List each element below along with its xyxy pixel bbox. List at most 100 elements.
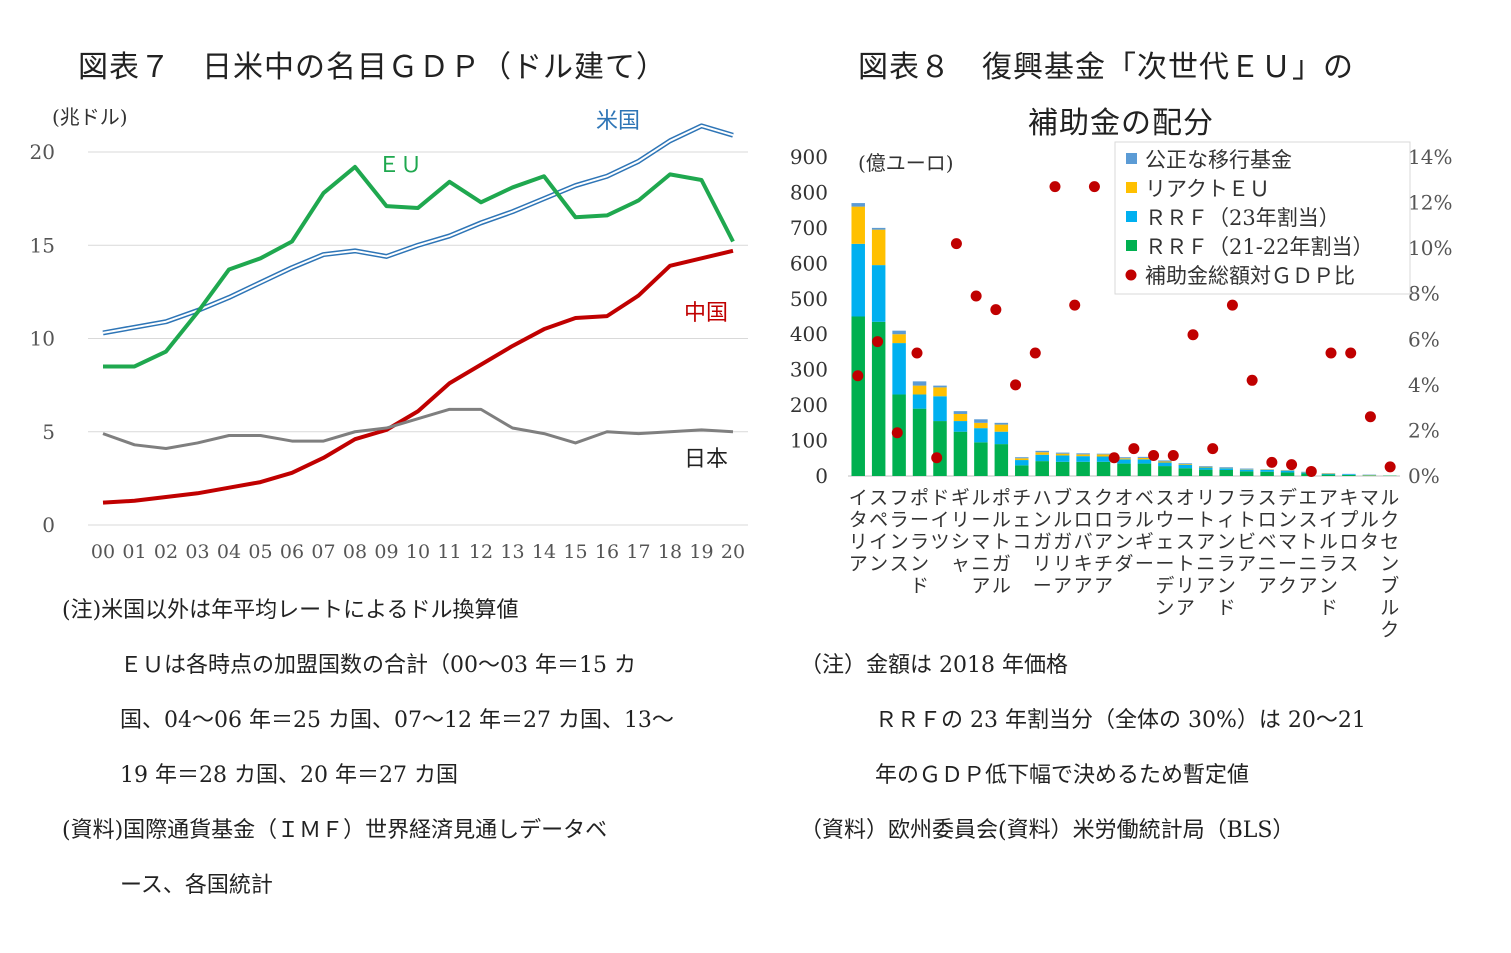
gdp-ratio-dot [872,336,884,348]
bar-segment-rrf2122 [871,321,886,476]
x-tick-label-char: マ [1360,487,1379,509]
x-tick-label-char: ガ [1033,531,1052,553]
x-tick-label-char: ー [971,509,990,531]
x-tick-label-char: ベ [1258,531,1277,553]
bar-segment-react [974,422,988,429]
bar-segment-rrf2122 [1076,461,1090,476]
y2-tick-label: 8% [1408,282,1440,306]
gdp-ratio-dot [970,290,982,302]
bar-segment-rrf2122 [994,444,1009,476]
bar-segment-rrf2122 [1137,463,1152,476]
bar-segment-jtf [912,381,927,386]
x-tick-label-char: ス [1298,509,1317,531]
x-tick-label-char: ル [1360,509,1379,531]
x-tick-label: 05 [248,541,272,563]
x-tick-label-char: ク [1094,487,1113,509]
series-label-china: 中国 [684,301,728,326]
series-line-japan [102,407,734,451]
x-tick-label-char: リ [1176,575,1195,597]
bar-segment-rrf2122 [974,442,988,476]
y-tick-label: 600 [790,251,828,275]
x-tick-label-char: ダ [1114,553,1133,575]
x-tick-label-char: デ [1155,575,1174,597]
bar-segment-jtf [994,422,1009,425]
legend-label: ＲＲＦ（21-22年割当） [1145,235,1374,259]
y-tick-label: 500 [790,287,828,311]
y-tick-label: 900 [790,145,828,169]
left-note-2: ＥＵは各時点の加盟国数の合計（00～03 年＝15 カ [120,653,636,678]
bar-segment-react [1015,458,1029,461]
bar-segment-rrf23 [1321,473,1336,475]
x-tick-label-char: ー [1135,553,1154,575]
bar-segment-rrf23 [1055,455,1070,462]
bar-segment-react [871,229,886,266]
bar-segment-jtf [1158,460,1172,462]
bar-segment-rrf23 [1239,469,1254,472]
bar-segment-jtf [1178,463,1193,464]
x-tick-label-char: ャ [951,553,970,575]
x-tick-label-char: ン [1217,531,1236,553]
bar-segment-jtf [1015,457,1029,459]
bar-segment-jtf [933,385,947,388]
bar-segment-rrf23 [871,265,886,322]
x-tick-label-char: タ [1360,531,1379,553]
y-tick-label: 400 [790,322,828,346]
bar-segment-rrf23 [1117,459,1131,464]
x-tick-label-char: ハ [1033,487,1052,509]
bar-segment-jtf [1199,466,1213,467]
x-tick-label-char: ツ [930,531,949,553]
x-tick-label-char: ア [971,575,990,597]
left-source-2: ース、各国統計 [120,873,273,898]
x-tick-label-char: ト [1196,509,1215,531]
bar-segment-react [994,424,1009,432]
x-tick-label-char: ル [1053,509,1072,531]
x-tick-label-char: ペ [869,509,888,531]
bar-segment-jtf [1117,457,1131,459]
bar-segment-rrf23 [1280,470,1295,473]
bar-segment-rrf2122 [1035,461,1049,476]
x-tick-label-char: ン [1114,531,1133,553]
bar-segment-react [1055,453,1070,456]
y-tick-label: 700 [790,216,828,240]
x-tick-label-char: ン [1155,597,1174,619]
bar-segment-rrf23 [1219,468,1233,470]
legend-swatch-rrf2122 [1126,240,1137,251]
x-tick-label-char: ベ [1135,487,1154,509]
bar-segment-jtf [953,411,968,414]
x-tick-label-char: ロ [1094,509,1113,531]
gdp-ratio-dot [1266,456,1278,468]
bar-segment-rrf23 [1015,460,1029,466]
bar-segment-rrf23 [1342,474,1356,475]
gdp-ratio-dot [1345,347,1357,359]
bar-segment-rrf2122 [1178,468,1193,476]
bar-segment-react [892,334,906,344]
x-tick-label-char: ア [1319,487,1338,509]
x-tick-label-char: キ [1074,553,1093,575]
legend-label: 補助金総額対ＧＤＰ比 [1145,264,1355,288]
x-tick-label: 06 [280,541,304,563]
x-tick-label-char: ニ [971,553,990,575]
x-tick-label: 19 [689,541,713,563]
y-tick-label: 0 [815,464,828,488]
x-tick-label-char: ア [1258,575,1277,597]
x-tick-label-char: ト [1176,553,1195,575]
series-label-japan: 日本 [684,447,728,472]
x-tick-label-char: ー [1033,575,1052,597]
y2-tick-label: 10% [1408,236,1452,260]
x-tick-label-char: ト [992,531,1011,553]
series-line-us-inner [102,124,734,334]
y-axis-label: (億ユーロ) [858,151,954,175]
x-tick-label: 08 [343,541,367,563]
x-tick-label-char: ク [1278,575,1297,597]
x-tick-label-char: ロ [1258,509,1277,531]
x-tick-label-char: ア [1196,575,1215,597]
x-tick-label: 04 [217,541,241,563]
bar-segment-rrf23 [1096,456,1111,462]
bar-segment-react [933,387,947,397]
x-tick-label-char: ン [890,531,909,553]
x-tick-label-char: ロ [1074,509,1093,531]
y-axis-label: (兆ドル) [52,105,128,129]
gdp-ratio-dot [950,238,962,250]
gdp-ratio-dot [1384,461,1396,473]
